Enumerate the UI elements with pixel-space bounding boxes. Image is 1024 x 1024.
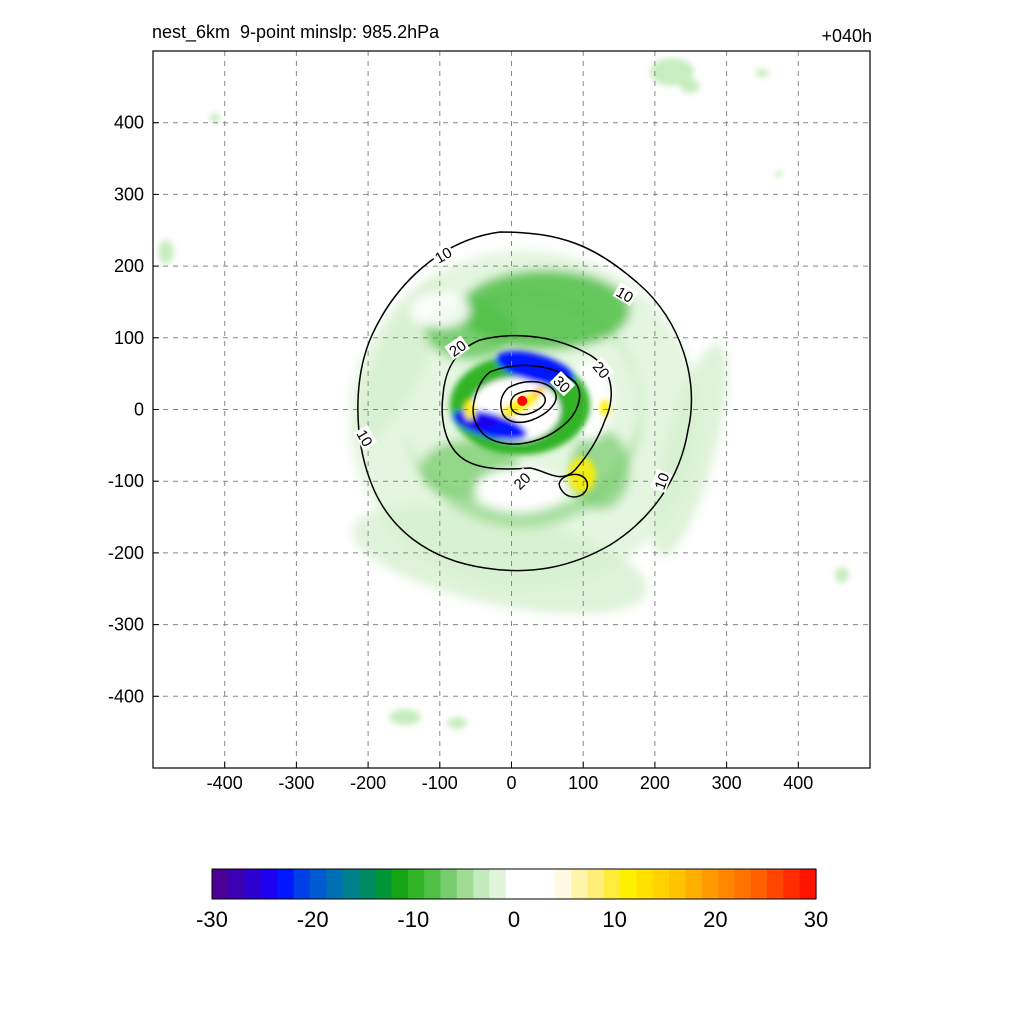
colorbar-swatch [407,869,425,899]
colorbar-swatch [636,869,654,899]
forecast-hour-label: +040h [821,26,872,46]
colorbar-swatch [571,869,589,899]
y-tick-label: -300 [108,615,144,635]
colorbar-swatch [473,869,491,899]
contour-label-bg [444,335,470,361]
colorbar-swatch [538,869,556,899]
colorbar-swatch [309,869,327,899]
x-tick-label: 400 [783,773,813,793]
colorbar-swatch [260,869,278,899]
x-axis: -400 -300 -200 -100 0 100 200 300 400 [207,762,813,793]
contour-label-text: 20 [446,337,469,360]
colorbar-swatch [669,869,687,899]
x-tick-label: 0 [506,773,516,793]
colorbar-swatch [620,869,638,899]
colorbar-swatch [375,869,393,899]
colorbar-swatch [358,869,376,899]
y-tick-label: 100 [114,328,144,348]
colorbar-swatch [326,869,344,899]
contour-label: 30 [549,370,576,397]
colorbar-swatch [440,869,458,899]
chart-title: nest_6km 9-point minslp: 985.2hPa [152,22,440,42]
blue-band-north [496,350,574,386]
contour-label: 10 [650,468,674,493]
x-tick-label: -200 [350,773,386,793]
storm-center-marker [517,395,528,406]
contour-label: 10 [353,425,378,451]
contour-label-text: 10 [652,471,674,492]
y-tick-label: -200 [108,543,144,563]
colorbar-swatch [424,869,442,899]
contour-10 [357,231,693,572]
colorbar-swatch [489,869,507,899]
y-tick-label: 0 [134,400,144,420]
colorbar-tick-label: 10 [602,907,626,932]
colorbar-swatch [783,869,801,899]
x-tick-label: -300 [278,773,314,793]
x-tick-label: 100 [568,773,598,793]
contour-label-text: 10 [432,244,455,267]
colorbar-swatch [244,869,262,899]
contour-30 [500,380,557,424]
colorbar-swatch [391,869,409,899]
colorbar-swatch [603,869,621,899]
colorbar-swatch [212,869,229,899]
colorbar-tick-label: -20 [297,907,329,932]
contour-label-bg [508,467,535,494]
colorbar-swatch [799,869,817,899]
colorbar-swatch [750,869,768,899]
colorbar-frame [211,868,817,900]
colorbar-tick-label: -30 [196,907,228,932]
contour-label: 20 [444,335,470,361]
colorbar-swatch [456,869,474,899]
contour-20 [441,334,612,478]
contour-label-bg [589,356,615,383]
colorbar-tick-label: 30 [804,907,828,932]
colorbar-swatch [293,869,311,899]
contour-label: 10 [430,242,456,267]
colorbar-swatch [718,869,735,899]
x-tick-label: 300 [712,773,742,793]
contour-label-bg [430,242,456,267]
colorbar-swatch [652,869,670,899]
colorbar-swatch [522,869,540,899]
colorbar-swatch [342,869,360,899]
y-tick-label: 400 [114,113,144,133]
contour-label-bg [549,370,576,397]
colorbar-tick-label: -10 [397,907,429,932]
colorbar-swatch [734,869,752,899]
contour-label-text: 10 [613,284,636,307]
colorbar-swatch [277,869,295,899]
x-tick-label: -100 [422,773,458,793]
x-tick-label: 200 [640,773,670,793]
contour-label-bg [650,468,673,493]
colorbar-ticks: -30 -20 -10 0 10 20 30 [196,907,828,932]
y-axis: 400 300 200 100 0 -100 -200 -300 -400 [108,113,159,706]
contour-label: 20 [589,356,615,383]
colorbar-swatch [685,869,703,899]
contour-label-bg [612,281,638,306]
contour-label-bg [353,425,378,451]
colorbar-swatch [554,869,572,899]
y-tick-label: -100 [108,471,144,491]
contour-labels: 10 10 10 10 20 20 20 30 [353,242,674,494]
colorbar-swatch [767,869,784,899]
contour-label: 20 [508,467,535,494]
x-tick-label: -400 [207,773,243,793]
y-tick-label: 300 [114,184,144,204]
contour-label-text: 10 [353,427,376,450]
colorbar-swatch [505,869,523,899]
colorbar-swatch [701,869,719,899]
colorbar-swatch [587,869,605,899]
contour-35 [510,390,547,416]
y-tick-label: -400 [108,686,144,706]
colorbar [211,868,817,900]
colorbar-tick-label: 20 [703,907,727,932]
colorbar-tick-label: 0 [508,907,520,932]
colorbar-swatch [228,869,246,899]
contour-label: 10 [612,281,638,307]
y-tick-label: 200 [114,256,144,276]
